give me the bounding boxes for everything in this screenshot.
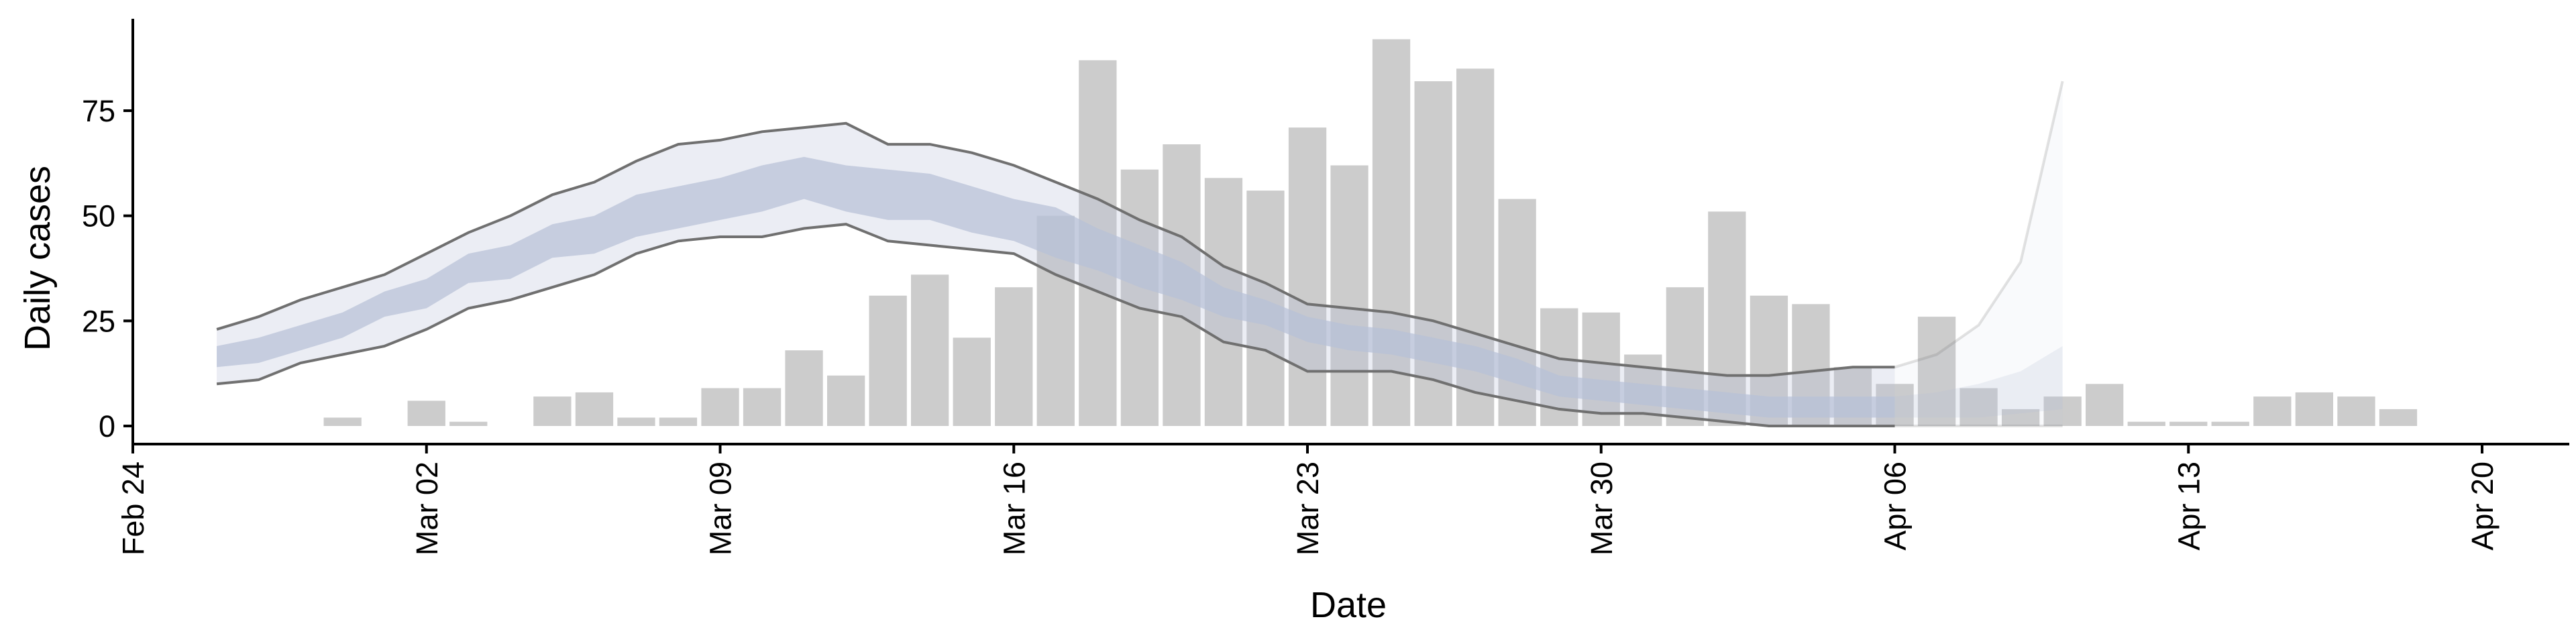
bar-2020-04-11 — [2086, 384, 2124, 426]
bar-2020-03-11 — [785, 350, 823, 426]
projection-inner-band — [1894, 345, 2063, 418]
bars — [323, 39, 2418, 427]
bar-2020-03-02 — [407, 400, 445, 426]
y-axis-title: Daily cases — [17, 166, 58, 351]
axes: 0 25 50 75 Feb 24 Mar 02 Mar 09 Mar 16 Mar 23 Mar… — [82, 19, 2569, 555]
bar-2020-04-13 — [2169, 421, 2208, 426]
bar-2020-03-26 — [1414, 81, 1452, 427]
x-tick-label-6: Apr 06 — [1878, 462, 1913, 551]
bar-2020-03-24 — [1330, 165, 1368, 426]
x-tick-label-1: Mar 02 — [410, 462, 444, 555]
x-tick-label-7: Apr 13 — [2171, 462, 2206, 551]
bar-2020-03-05 — [533, 396, 572, 426]
y-tick-label-50: 50 — [82, 199, 115, 233]
bar-2020-03-14 — [911, 274, 949, 426]
bar-2020-04-02 — [1708, 211, 1746, 426]
bar-2020-03-15 — [953, 337, 991, 426]
bar-2020-04-18 — [2379, 409, 2418, 426]
bar-2020-03-13 — [869, 295, 907, 426]
x-tick-label-5: Mar 30 — [1585, 462, 1619, 555]
y-tick-label-25: 25 — [82, 304, 115, 338]
bar-2020-03-28 — [1498, 199, 1536, 426]
bar-2020-04-08 — [1960, 388, 1998, 426]
bar-2020-03-30 — [1582, 312, 1620, 426]
bar-2020-04-07 — [1917, 317, 1956, 426]
bar-2020-04-15 — [2253, 396, 2292, 426]
bar-2020-03-16 — [995, 287, 1033, 426]
bar-2020-04-09 — [2002, 409, 2040, 426]
x-tick-label-3: Mar 16 — [997, 462, 1031, 555]
estimate-lower-line — [216, 223, 1895, 427]
bar-2020-03-12 — [827, 375, 865, 426]
estimate-upper-line — [216, 121, 1895, 377]
bar-2020-04-12 — [2127, 421, 2165, 426]
bar-2020-03-08 — [659, 417, 698, 426]
bar-2020-04-16 — [2295, 392, 2333, 426]
estimate-inner-band — [217, 156, 1895, 418]
x-tick-label-2: Mar 09 — [704, 462, 738, 555]
bar-2020-03-03 — [449, 421, 488, 426]
x-axis-title: Date — [1310, 585, 1387, 625]
bar-2020-04-10 — [2043, 396, 2082, 426]
estimate-bands — [216, 80, 2064, 427]
bar-2020-04-17 — [2337, 396, 2375, 426]
bar-2020-03-07 — [617, 417, 655, 426]
x-tick-label-4: Mar 23 — [1291, 462, 1325, 555]
bar-2020-02-29 — [323, 417, 362, 426]
x-tick-label-0: Feb 24 — [116, 462, 150, 555]
x-tick-label-8: Apr 20 — [2465, 462, 2500, 551]
projection-outer-band — [1894, 81, 2063, 427]
y-tick-label-0: 0 — [99, 409, 115, 443]
bar-2020-03-25 — [1372, 39, 1411, 426]
bar-2020-03-09 — [701, 388, 739, 426]
bar-2020-03-10 — [743, 388, 782, 426]
projection-upper-line — [1894, 80, 2064, 369]
y-tick-label-75: 75 — [82, 94, 115, 128]
bar-2020-03-23 — [1288, 127, 1327, 426]
bar-2020-04-14 — [2211, 421, 2249, 426]
bar-2020-03-06 — [575, 392, 614, 426]
